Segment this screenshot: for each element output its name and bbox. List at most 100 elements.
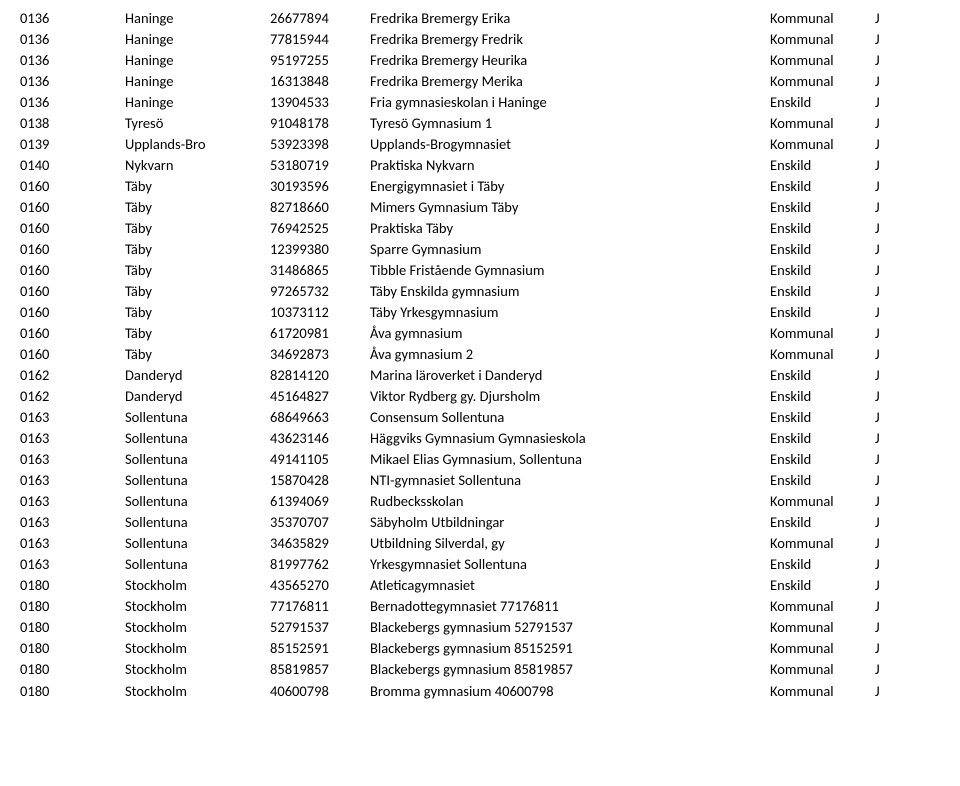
cell-col-5: Enskild (770, 428, 875, 449)
cell-col-4: Säbyholm Utbildningar (370, 512, 770, 533)
cell-col-3: 53180719 (270, 155, 370, 176)
table-row: 0163Sollentuna34635829Utbildning Silverd… (20, 533, 940, 554)
cell-col-5: Enskild (770, 176, 875, 197)
cell-col-6: J (875, 323, 895, 344)
cell-col-1: 0180 (20, 617, 125, 638)
cell-col-2: Haninge (125, 50, 270, 71)
cell-col-1: 0136 (20, 71, 125, 92)
cell-col-2: Haninge (125, 8, 270, 29)
cell-col-4: Utbildning Silverdal, gy (370, 533, 770, 554)
cell-col-3: 30193596 (270, 176, 370, 197)
cell-col-1: 0160 (20, 197, 125, 218)
cell-col-1: 0163 (20, 491, 125, 512)
cell-col-4: Upplands-Brogymnasiet (370, 134, 770, 155)
cell-col-6: J (875, 29, 895, 50)
cell-col-6: J (875, 281, 895, 302)
cell-col-2: Stockholm (125, 596, 270, 617)
cell-col-6: J (875, 533, 895, 554)
cell-col-5: Enskild (770, 365, 875, 386)
cell-col-1: 0160 (20, 281, 125, 302)
cell-col-6: J (875, 155, 895, 176)
cell-col-3: 91048178 (270, 113, 370, 134)
cell-col-3: 40600798 (270, 681, 370, 702)
cell-col-2: Täby (125, 302, 270, 323)
cell-col-2: Täby (125, 260, 270, 281)
cell-col-6: J (875, 386, 895, 407)
cell-col-3: 61720981 (270, 323, 370, 344)
cell-col-4: Marina läroverket i Danderyd (370, 365, 770, 386)
cell-col-1: 0163 (20, 428, 125, 449)
cell-col-2: Danderyd (125, 365, 270, 386)
cell-col-6: J (875, 218, 895, 239)
cell-col-4: Tibble Fristående Gymnasium (370, 260, 770, 281)
cell-col-5: Enskild (770, 407, 875, 428)
cell-col-3: 95197255 (270, 50, 370, 71)
cell-col-3: 16313848 (270, 71, 370, 92)
table-row: 0160Täby30193596Energigymnasiet i TäbyEn… (20, 176, 940, 197)
cell-col-3: 35370707 (270, 512, 370, 533)
cell-col-6: J (875, 113, 895, 134)
cell-col-2: Stockholm (125, 638, 270, 659)
cell-col-6: J (875, 8, 895, 29)
cell-col-4: Bernadottegymnasiet 77176811 (370, 596, 770, 617)
cell-col-2: Täby (125, 197, 270, 218)
cell-col-5: Enskild (770, 239, 875, 260)
table-row: 0136Haninge13904533Fria gymnasieskolan i… (20, 92, 940, 113)
cell-col-3: 12399380 (270, 239, 370, 260)
cell-col-6: J (875, 428, 895, 449)
cell-col-3: 53923398 (270, 134, 370, 155)
cell-col-6: J (875, 176, 895, 197)
cell-col-2: Haninge (125, 29, 270, 50)
cell-col-1: 0160 (20, 239, 125, 260)
table-row: 0160Täby82718660Mimers Gymnasium TäbyEns… (20, 197, 940, 218)
data-table: 0136Haninge26677894Fredrika Bremergy Eri… (0, 0, 960, 710)
cell-col-5: Enskild (770, 575, 875, 596)
cell-col-6: J (875, 92, 895, 113)
cell-col-4: NTI-gymnasiet Sollentuna (370, 470, 770, 491)
table-row: 0163Sollentuna68649663Consensum Sollentu… (20, 407, 940, 428)
cell-col-6: J (875, 617, 895, 638)
cell-col-6: J (875, 512, 895, 533)
cell-col-5: Enskild (770, 197, 875, 218)
cell-col-2: Stockholm (125, 617, 270, 638)
cell-col-5: Kommunal (770, 596, 875, 617)
cell-col-2: Haninge (125, 92, 270, 113)
cell-col-5: Kommunal (770, 638, 875, 659)
cell-col-1: 0160 (20, 176, 125, 197)
cell-col-3: 15870428 (270, 470, 370, 491)
cell-col-5: Kommunal (770, 29, 875, 50)
cell-col-4: Praktiska Täby (370, 218, 770, 239)
cell-col-1: 0180 (20, 681, 125, 702)
cell-col-4: Praktiska Nykvarn (370, 155, 770, 176)
cell-col-2: Sollentuna (125, 449, 270, 470)
cell-col-6: J (875, 365, 895, 386)
cell-col-3: 13904533 (270, 92, 370, 113)
table-row: 0180Stockholm85152591Blackebergs gymnasi… (20, 638, 940, 659)
table-row: 0163Sollentuna35370707Säbyholm Utbildnin… (20, 512, 940, 533)
cell-col-6: J (875, 302, 895, 323)
cell-col-3: 97265732 (270, 281, 370, 302)
table-row: 0160Täby61720981Åva gymnasiumKommunalJ (20, 323, 940, 344)
cell-col-2: Upplands-Bro (125, 134, 270, 155)
cell-col-1: 0160 (20, 218, 125, 239)
table-row: 0163Sollentuna61394069RudbecksskolanKomm… (20, 491, 940, 512)
cell-col-4: Mikael Elias Gymnasium, Sollentuna (370, 449, 770, 470)
cell-col-5: Enskild (770, 449, 875, 470)
cell-col-5: Kommunal (770, 8, 875, 29)
cell-col-5: Enskild (770, 218, 875, 239)
table-row: 0180Stockholm85819857Blackebergs gymnasi… (20, 659, 940, 680)
cell-col-1: 0160 (20, 260, 125, 281)
cell-col-5: Enskild (770, 281, 875, 302)
cell-col-1: 0140 (20, 155, 125, 176)
cell-col-2: Tyresö (125, 113, 270, 134)
cell-col-6: J (875, 407, 895, 428)
cell-col-5: Kommunal (770, 344, 875, 365)
cell-col-1: 0163 (20, 512, 125, 533)
cell-col-1: 0163 (20, 554, 125, 575)
cell-col-6: J (875, 449, 895, 470)
table-row: 0138Tyresö91048178Tyresö Gymnasium 1Komm… (20, 113, 940, 134)
cell-col-5: Enskild (770, 92, 875, 113)
cell-col-5: Kommunal (770, 491, 875, 512)
cell-col-2: Sollentuna (125, 470, 270, 491)
cell-col-5: Kommunal (770, 681, 875, 702)
